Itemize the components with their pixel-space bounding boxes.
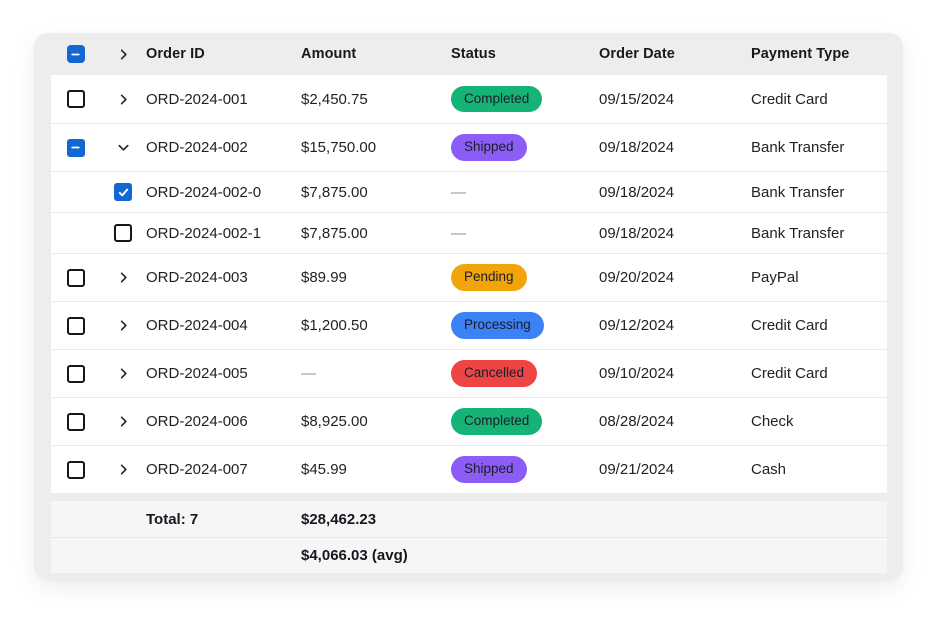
row-checkbox[interactable] (114, 183, 132, 201)
table-row: ORD-2024-005 — Cancelled 09/10/2024 Credit C… (51, 349, 887, 397)
row-checkbox[interactable] (66, 460, 85, 479)
column-header-status: Status (451, 46, 496, 62)
column-header-amount: Amount (301, 46, 357, 62)
table-body: ORD-2024-001 $2,450.75 Completed 09/15/2024… (51, 75, 887, 493)
table-row: ORD-2024-002 $15,750.00 Shipped 09/18/2024 B… (51, 123, 887, 171)
status-cell: Processing (451, 312, 599, 339)
payment-type-cell: Credit Card (751, 365, 828, 382)
chevron-right-icon[interactable] (114, 413, 132, 431)
status-cell: Cancelled (451, 360, 599, 387)
payment-type-cell: Credit Card (751, 90, 828, 108)
status-badge: Shipped (451, 456, 527, 483)
amount-cell: $45.99 (301, 461, 347, 478)
order-id-cell: ORD-2024-002-1 (146, 224, 262, 242)
row-checkbox[interactable] (66, 316, 85, 335)
status-badge: Cancelled (451, 360, 538, 387)
payment-type-cell: Bank Transfer (751, 224, 845, 242)
chevron-right-icon[interactable] (114, 365, 132, 383)
amount-cell: $89.99 (301, 269, 347, 286)
status-cell: — (451, 225, 599, 242)
status-badge: Shipped (451, 134, 527, 161)
row-checkbox[interactable] (66, 412, 85, 431)
row-checkbox[interactable] (66, 268, 85, 287)
order-date-cell: 09/21/2024 (599, 461, 675, 478)
table-footer: Total: 7 $28,462.23 $4,066.03 (avg) (51, 501, 887, 573)
order-id-cell: ORD-2024-002 (146, 139, 248, 156)
amount-cell: $8,925.00 (301, 413, 368, 430)
amount-cell: $7,875.00 (301, 224, 368, 242)
select-all-checkbox[interactable] (66, 45, 85, 63)
footer-total-amount: $28,462.23 (301, 510, 377, 528)
row-checkbox[interactable] (114, 224, 132, 242)
status-cell: Shipped (451, 134, 599, 161)
column-header-order-date: Order Date (599, 46, 675, 62)
table-header-row: Order ID Amount Status Order Date Paymen… (51, 33, 887, 75)
status-cell: — (451, 184, 599, 201)
status-cell: Pending (451, 264, 599, 291)
chevron-right-icon[interactable] (114, 90, 132, 108)
order-date-cell: 09/18/2024 (599, 139, 675, 156)
status-empty-dash: — (451, 224, 466, 242)
payment-type-cell: Cash (751, 461, 787, 478)
order-id-cell: ORD-2024-006 (146, 413, 248, 430)
row-checkbox[interactable] (66, 90, 85, 108)
amount-cell: $7,875.00 (301, 183, 368, 201)
amount-cell: $1,200.50 (301, 317, 368, 334)
amount-cell: $2,450.75 (301, 90, 368, 108)
order-id-cell: ORD-2024-005 (146, 365, 248, 382)
payment-type-cell: Bank Transfer (751, 183, 845, 201)
order-date-cell: 08/28/2024 (599, 413, 675, 430)
orders-table-card: Order ID Amount Status Order Date Paymen… (34, 33, 903, 580)
payment-type-cell: Credit Card (751, 317, 828, 334)
row-checkbox[interactable] (66, 138, 85, 157)
order-date-cell: 09/18/2024 (599, 224, 675, 242)
order-date-cell: 09/10/2024 (599, 365, 675, 382)
status-badge: Pending (451, 264, 527, 291)
table-row: ORD-2024-007 $45.99 Shipped 09/21/2024 Cash (51, 445, 887, 493)
expand-all-chevron-right-icon[interactable] (114, 45, 132, 63)
order-id-cell: ORD-2024-004 (146, 317, 248, 334)
order-date-cell: 09/20/2024 (599, 269, 675, 286)
chevron-right-icon[interactable] (114, 269, 132, 287)
order-date-cell: 09/12/2024 (599, 317, 675, 334)
payment-type-cell: PayPal (751, 269, 799, 286)
chevron-right-icon[interactable] (114, 461, 132, 479)
status-cell: Completed (451, 408, 599, 435)
footer-total-row: Total: 7 $28,462.23 (51, 501, 887, 537)
order-id-cell: ORD-2024-003 (146, 269, 248, 286)
payment-type-cell: Bank Transfer (751, 139, 845, 156)
table-row: ORD-2024-006 $8,925.00 Completed 08/28/2024… (51, 397, 887, 445)
amount-cell: $15,750.00 (301, 139, 377, 156)
column-header-order-id: Order ID (146, 46, 205, 62)
row-checkbox[interactable] (66, 364, 85, 383)
footer-total-count: Total: 7 (146, 510, 199, 528)
sub-table-row: ORD-2024-002-0 $7,875.00 — 09/18/2024 Bank T… (51, 171, 887, 212)
status-empty-dash: — (451, 183, 466, 201)
footer-average-amount: $4,066.03 (avg) (301, 547, 408, 564)
table-row: ORD-2024-001 $2,450.75 Completed 09/15/2024… (51, 75, 887, 123)
status-cell: Completed (451, 85, 599, 113)
footer-average-row: $4,066.03 (avg) (51, 537, 887, 573)
chevron-down-icon[interactable] (114, 139, 132, 157)
order-id-cell: ORD-2024-002-0 (146, 183, 262, 201)
status-badge: Completed (451, 408, 543, 435)
amount-cell: — (301, 365, 316, 382)
order-date-cell: 09/18/2024 (599, 183, 675, 201)
order-id-cell: ORD-2024-007 (146, 461, 248, 478)
payment-type-cell: Check (751, 413, 794, 430)
table-row: ORD-2024-004 $1,200.50 Processing 09/12/202… (51, 301, 887, 349)
column-header-payment-type: Payment Type (751, 46, 850, 62)
sub-table-row: ORD-2024-002-1 $7,875.00 — 09/18/2024 Bank T… (51, 212, 887, 253)
order-id-cell: ORD-2024-001 (146, 90, 248, 108)
chevron-right-icon[interactable] (114, 317, 132, 335)
table-row: ORD-2024-003 $89.99 Pending 09/20/2024 PayPa… (51, 253, 887, 301)
order-date-cell: 09/15/2024 (599, 90, 675, 108)
status-badge: Processing (451, 312, 544, 339)
status-cell: Shipped (451, 456, 599, 483)
status-badge: Completed (451, 85, 543, 113)
